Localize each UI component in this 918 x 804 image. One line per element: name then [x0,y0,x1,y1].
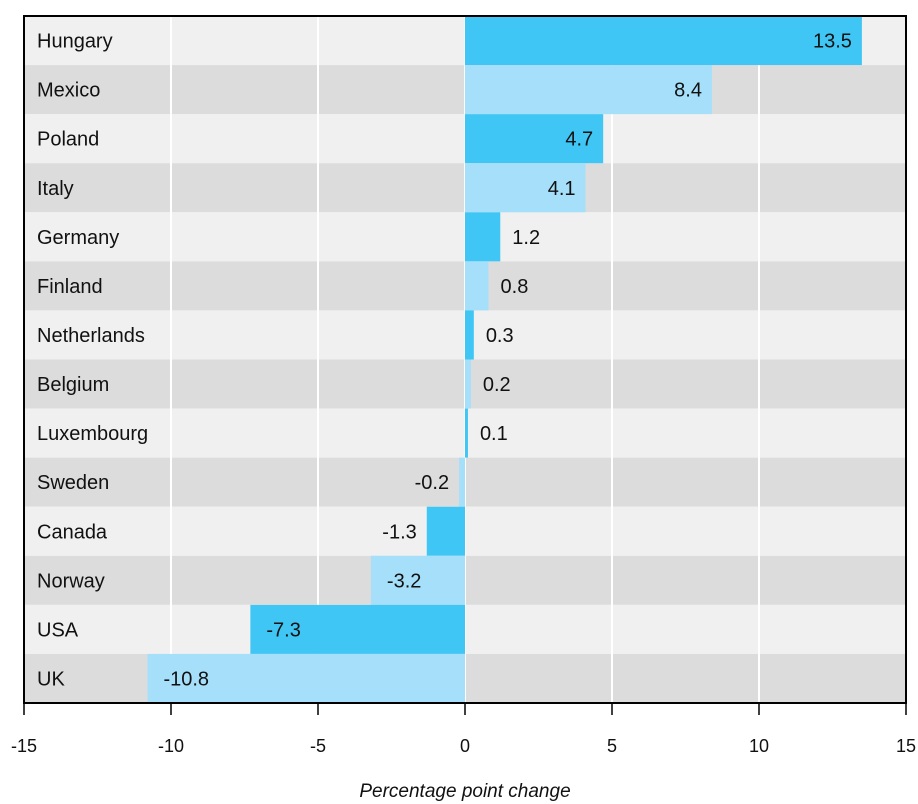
category-label: Netherlands [37,325,145,347]
category-label: Luxembourg [37,423,148,445]
bar [465,261,489,311]
bar [147,653,466,703]
bar [465,65,712,115]
x-tick-label: -5 [310,736,326,756]
x-tick-label: -15 [11,736,37,756]
category-label: Italy [37,178,74,200]
value-label: -3.2 [387,570,421,592]
category-label: USA [37,619,79,641]
category-label: Norway [37,570,105,592]
category-label: Canada [37,521,108,543]
x-axis-title: Percentage point change [359,781,570,802]
category-label: UK [37,668,65,690]
value-label: -10.8 [163,668,209,690]
x-tick-label: 15 [896,736,916,756]
category-label: Sweden [37,472,109,494]
bar [426,506,465,556]
bar [465,16,862,66]
value-label: 8.4 [674,80,702,102]
value-label: -7.3 [266,619,300,641]
category-label: Hungary [37,31,113,53]
x-tick-label: 5 [607,736,617,756]
value-label: 4.1 [548,178,576,200]
value-label: 0.2 [483,374,511,396]
x-tick-label: -10 [158,736,184,756]
bar [465,114,604,164]
bar [465,163,586,213]
value-label: 0.8 [501,276,529,298]
category-label: Mexico [37,80,100,102]
category-label: Poland [37,129,99,151]
value-label: -0.2 [415,472,449,494]
value-label: -1.3 [382,521,416,543]
bar [370,555,465,605]
labels: Hungary 13.5 Mexico 8.4 Poland 4.7 Italy 4.1 Ger… [37,31,852,691]
bar [250,604,465,654]
value-label: 13.5 [813,31,852,53]
bar [465,212,501,262]
value-label: 1.2 [512,227,540,249]
bars [147,16,862,703]
x-axis: -15 -10 -5 0 5 10 15 [11,703,916,756]
bar [465,359,471,409]
category-label: Finland [37,276,103,298]
bar [459,457,465,507]
value-label: 0.1 [480,423,508,445]
value-label: 0.3 [486,325,514,347]
bar [465,408,468,458]
category-label: Germany [37,227,119,249]
bar [465,310,474,360]
category-label: Belgium [37,374,109,396]
x-tick-label: 0 [460,736,470,756]
value-label: 4.7 [565,129,593,151]
x-tick-label: 10 [749,736,769,756]
